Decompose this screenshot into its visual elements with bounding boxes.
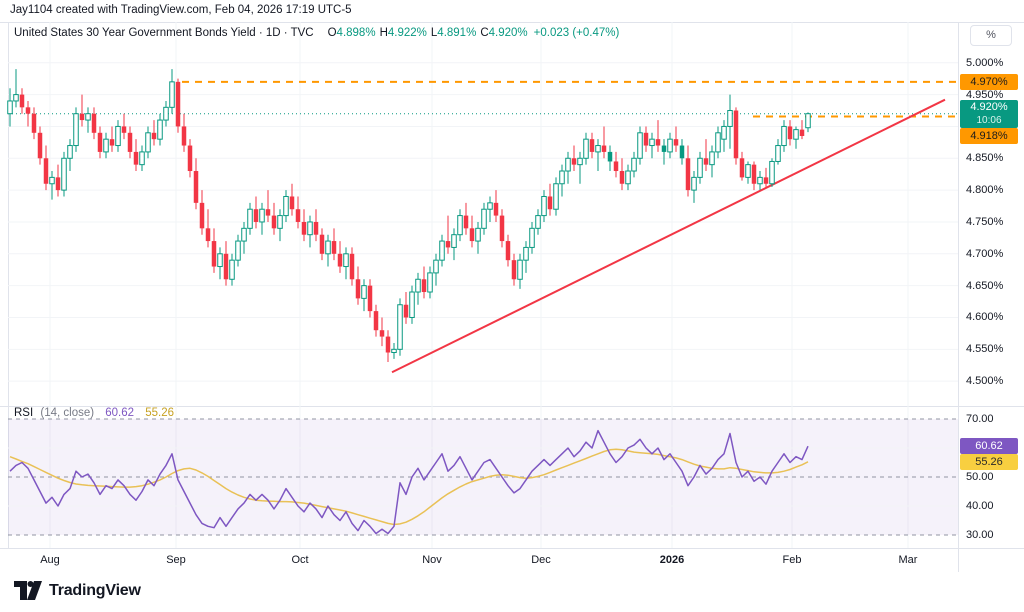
rsi-tick-label: 70.00 [966, 413, 994, 426]
rsi-ma-value-badge: 55.26 [960, 453, 1018, 470]
close-label: C [480, 27, 489, 39]
time-axis-label: Nov [422, 554, 442, 566]
high-label: H [379, 27, 388, 39]
price-tick-label: 4.750% [966, 215, 1004, 228]
low-label: L [430, 27, 438, 39]
time-axis-label: Sep [166, 554, 186, 566]
price-tick-label: 4.500% [966, 375, 1004, 388]
price-tick-label: 5.000% [966, 56, 1004, 69]
time-axis-label: 2026 [659, 554, 685, 566]
time-axis-label: Aug [40, 554, 60, 566]
tradingview-logo[interactable]: TradingView [14, 581, 141, 600]
symbol-title[interactable]: United States 30 Year Government Bonds Y… [14, 27, 314, 39]
ascending-trendline[interactable] [391, 98, 946, 374]
attribution-text: Jay1104 created with TradingView.com, Fe… [10, 4, 352, 16]
gridlines [8, 22, 958, 548]
price-tick-label: 4.650% [966, 279, 1004, 292]
rsi-value-badge: 60.62 [960, 438, 1018, 455]
tradingview-logo-text: TradingView [49, 581, 141, 599]
hline-price-badge-upper: 4.970% [960, 73, 1018, 90]
time-axis-label: Mar [898, 554, 918, 566]
horizontal-lines[interactable] [182, 80, 958, 118]
time-axis-label: Feb [782, 554, 802, 566]
price-tick-label: 4.850% [966, 152, 1004, 165]
close-value: 4.920% [488, 27, 528, 39]
price-tick-label: 4.950% [966, 88, 1004, 101]
time-axis-label: Dec [531, 554, 551, 566]
price-tick-label: 4.700% [966, 247, 1004, 260]
high-value: 4.922% [387, 27, 427, 39]
rsi-tick-label: 50.00 [966, 471, 994, 483]
rsi-value: 60.62 [105, 407, 135, 419]
price-tick-label: 4.600% [966, 311, 1004, 324]
price-tick-label: 4.800% [966, 184, 1004, 197]
rsi-band [8, 418, 958, 536]
symbol-legend[interactable]: United States 30 Year Government Bonds Y… [14, 27, 619, 39]
time-axis-border [0, 548, 1024, 549]
price-axis-border [958, 22, 959, 572]
hline-price-badge-lower: 4.918% [960, 127, 1018, 144]
current-price-value: 4.920% [970, 100, 1008, 113]
tradingview-logo-icon [14, 581, 42, 600]
pane-divider [0, 406, 1024, 407]
change-value: +0.023 (+0.47%) [533, 27, 620, 39]
price-tick-label: 4.550% [966, 343, 1004, 356]
countdown-timer: 10:06 [976, 114, 1002, 126]
rsi-ma-value: 55.26 [145, 407, 175, 419]
low-value: 4.891% [437, 27, 477, 39]
rsi-series-rsi[interactable] [9, 429, 809, 535]
header-divider [0, 22, 1024, 23]
rsi-params: (14, close) [40, 407, 95, 419]
open-label: O [327, 27, 337, 39]
open-value: 4.898% [336, 27, 376, 39]
time-axis-label: Oct [291, 554, 309, 566]
percent-scale-button[interactable]: % [970, 25, 1012, 46]
current-price-badge: 4.920% 10:06 [960, 99, 1018, 128]
rsi-series-rsi-based-ma[interactable] [9, 448, 809, 526]
pane-left-border [8, 22, 9, 548]
rsi-tick-label: 40.00 [966, 499, 994, 512]
rsi-name: RSI [14, 407, 34, 419]
rsi-indicator-legend[interactable]: RSI (14, close) 60.62 55.26 [14, 407, 174, 419]
rsi-tick-label: 30.00 [966, 528, 994, 541]
candlesticks[interactable] [7, 69, 811, 363]
